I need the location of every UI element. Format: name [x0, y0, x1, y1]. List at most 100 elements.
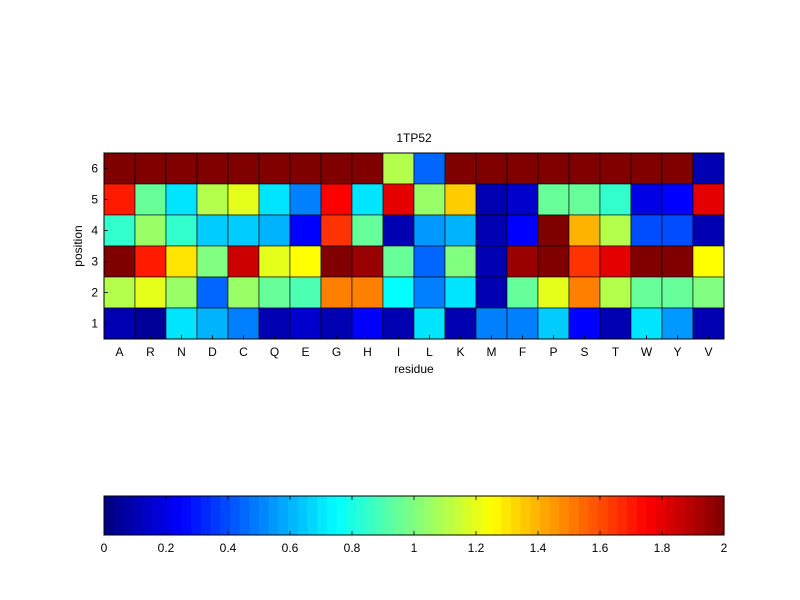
heatmap-cell — [382, 183, 415, 216]
colorbar-tick-label: 0 — [101, 541, 108, 555]
colorbar-segment — [394, 496, 405, 535]
heatmap-cell — [258, 245, 291, 278]
colorbar-segment — [307, 496, 318, 535]
colorbar-segment — [326, 496, 338, 535]
heatmap-cell — [320, 214, 353, 247]
heatmap-cell — [475, 307, 508, 340]
heatmap-cell — [630, 245, 663, 278]
colorbar-segment — [200, 496, 212, 535]
heatmap-cell — [444, 183, 477, 216]
heatmap-cell — [475, 152, 508, 185]
heatmap-cell — [165, 152, 198, 185]
heatmap-cell — [134, 245, 167, 278]
colorbar-segment — [152, 496, 163, 535]
heatmap-cell — [413, 183, 446, 216]
heatmap-cell — [413, 214, 446, 247]
x-tick-label: Y — [673, 345, 681, 359]
heatmap-cell — [103, 307, 136, 340]
heatmap-cell — [599, 214, 632, 247]
colorbar-segment — [510, 496, 522, 535]
heatmap-cell — [568, 307, 601, 340]
heatmap-cell — [506, 152, 539, 185]
colorbar-segment — [443, 496, 454, 535]
heatmap-cell — [599, 276, 632, 309]
x-axis-label: residue — [394, 362, 434, 376]
heatmap-cell — [320, 245, 353, 278]
heatmap-chart: 1TP52 A R N D C Q E G H I L K M F P S T W Y V 6 5 4 3 2 1 residu… — [71, 131, 725, 376]
colorbar-segment — [472, 496, 483, 535]
heatmap-cell — [351, 183, 384, 216]
colorbar-segment — [259, 496, 270, 535]
colorbar-segment — [171, 496, 183, 535]
colorbar-tick-labels: 0 0.2 0.4 0.6 0.8 1 1.2 1.4 1.6 1.8 2 — [101, 496, 728, 555]
colorbar-tick-label: 0.6 — [282, 541, 299, 555]
colorbar-segment — [162, 496, 173, 535]
colorbar-segment — [191, 496, 202, 535]
heatmap-cell — [134, 276, 167, 309]
colorbar-segment — [569, 496, 580, 535]
colorbar-tick-label: 1.2 — [468, 541, 485, 555]
heatmap-cell — [258, 307, 291, 340]
heatmap-cell — [165, 183, 198, 216]
heatmap-cell — [258, 183, 291, 216]
colorbar-segment — [210, 496, 221, 535]
heatmap-cell — [227, 245, 260, 278]
heatmap-cell — [351, 276, 384, 309]
heatmap-cell — [506, 214, 539, 247]
colorbar-segment — [607, 496, 619, 535]
heatmap-cell — [165, 214, 198, 247]
colorbar-tick-label: 1.6 — [592, 541, 609, 555]
heatmap-cell — [289, 214, 322, 247]
heatmap-cell — [103, 245, 136, 278]
x-tick-label: T — [612, 345, 620, 359]
colorbar-segment — [220, 496, 231, 535]
heatmap-cell — [506, 183, 539, 216]
x-tick-label: M — [487, 345, 497, 359]
heatmap-cell — [444, 152, 477, 185]
colorbar-segment — [675, 496, 686, 535]
colorbar-segment — [181, 496, 192, 535]
colorbar-segment — [694, 496, 706, 535]
heatmap-cell — [599, 307, 632, 340]
heatmap-cell — [599, 245, 632, 278]
heatmap-cell — [103, 214, 136, 247]
heatmap-cell — [258, 276, 291, 309]
heatmap-cell — [537, 214, 570, 247]
heatmap-cell — [289, 152, 322, 185]
heatmap-cell — [103, 152, 136, 185]
colorbar: 0 0.2 0.4 0.6 0.8 1 1.2 1.4 1.6 1.8 2 — [101, 495, 728, 555]
heatmap-cell — [537, 183, 570, 216]
x-tick-label: F — [519, 345, 526, 359]
x-tick-label: K — [456, 345, 464, 359]
heatmap-cell — [630, 307, 663, 340]
colorbar-segment — [133, 496, 144, 535]
heatmap-cell — [196, 183, 229, 216]
heatmap-cell — [320, 183, 353, 216]
chart-title: 1TP52 — [396, 131, 432, 145]
y-axis-label: position — [71, 225, 85, 266]
heatmap-cell — [413, 276, 446, 309]
colorbar-segment — [452, 496, 464, 535]
colorbar-segment — [530, 496, 541, 535]
heatmap-cell — [165, 245, 198, 278]
colorbar-tick-label: 1.4 — [530, 541, 547, 555]
heatmap-cell — [661, 245, 694, 278]
heatmap-cell — [289, 245, 322, 278]
heatmap-cell — [475, 276, 508, 309]
heatmap-cell — [134, 307, 167, 340]
colorbar-segment — [481, 496, 493, 535]
colorbar-segment — [433, 496, 444, 535]
heatmap-cell — [103, 183, 136, 216]
colorbar-segment — [539, 496, 551, 535]
y-tick-label: 5 — [91, 193, 98, 207]
heatmap-cell — [103, 276, 136, 309]
heatmap-cell — [289, 307, 322, 340]
heatmap-cell — [475, 183, 508, 216]
colorbar-gradient — [104, 496, 725, 535]
heatmap-cell — [196, 214, 229, 247]
colorbar-segment — [384, 496, 396, 535]
heatmap-cell — [134, 152, 167, 185]
colorbar-segment — [656, 496, 667, 535]
heatmap-cell — [444, 214, 477, 247]
